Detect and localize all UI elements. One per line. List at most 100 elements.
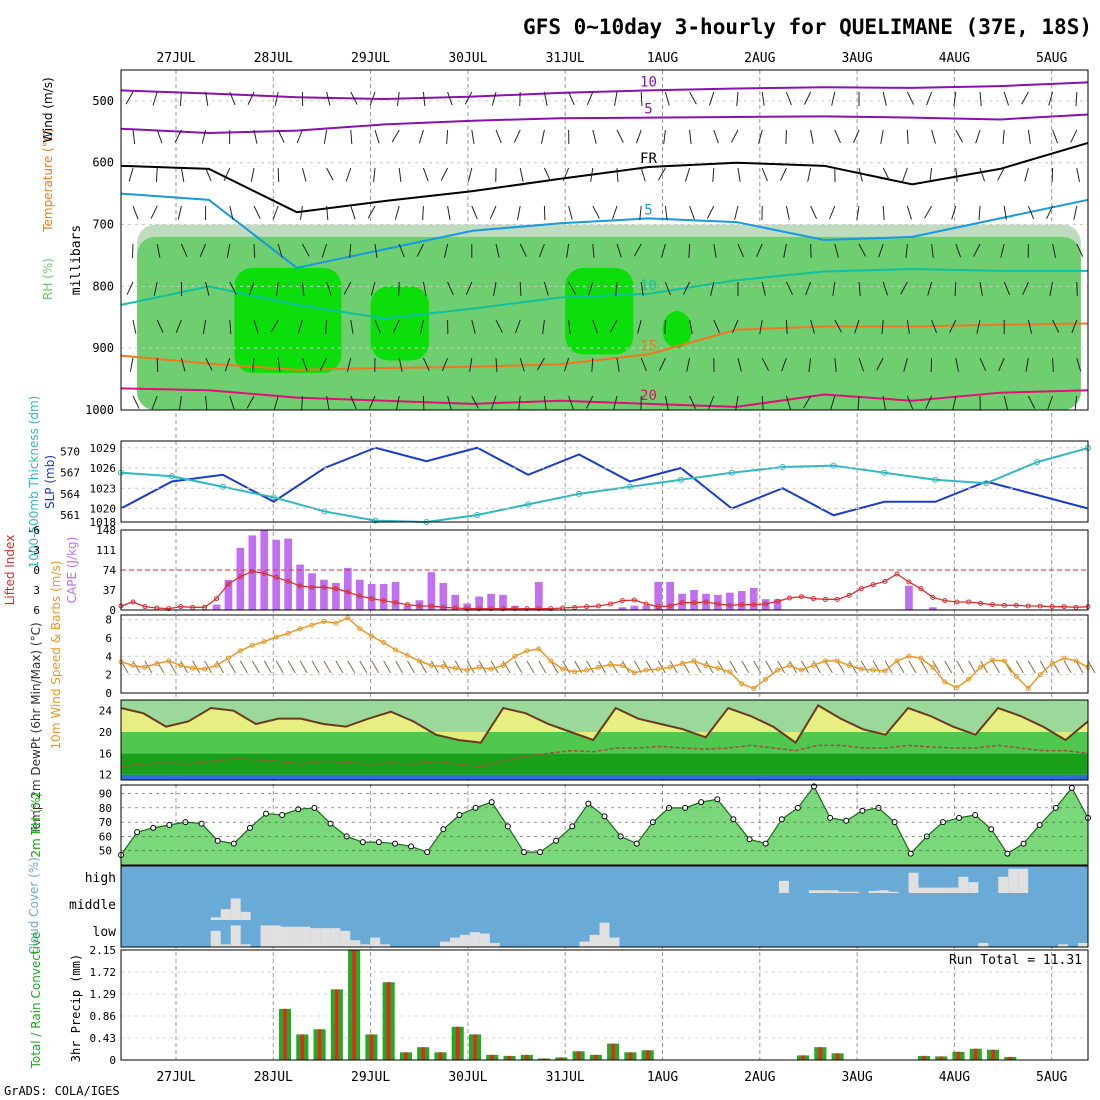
wind10-point [261, 639, 267, 645]
panel-frame-cloud [120, 865, 1089, 948]
wind-barb [471, 129, 475, 144]
cape-bar [749, 587, 758, 610]
wind-barb [710, 281, 715, 296]
wind-barb [518, 395, 521, 410]
cloud-bar-low [310, 928, 321, 947]
cape-bar [427, 572, 436, 610]
panel-frame-slp [120, 440, 1089, 523]
wind-barb [153, 281, 158, 296]
wind-barb [543, 281, 549, 296]
wind-barb [1027, 319, 1033, 334]
li-point [1037, 603, 1043, 609]
rh-region-bright [565, 267, 634, 355]
wind-barb [253, 319, 259, 334]
li-point [524, 606, 530, 612]
wind-barb [951, 205, 957, 220]
wind-barb [689, 395, 696, 409]
wind10-barb [359, 660, 368, 674]
precip-conv-bar [611, 1043, 615, 1060]
wind-barb [1027, 129, 1031, 144]
wind-barb [229, 281, 237, 295]
wind-barb [853, 129, 860, 144]
wind-barb [156, 129, 163, 144]
rh-point [553, 837, 560, 844]
cape-tick-label: 148 [96, 524, 116, 537]
cloud-bar-high [848, 891, 859, 893]
cloud-bar-low [360, 944, 371, 947]
wind-barb [882, 91, 887, 106]
temp-contour-FR-label: FR [640, 151, 657, 167]
wind10-axis-label: 10m Wind Speed & Barbs (m/s) [49, 561, 63, 750]
wind-barb [568, 319, 571, 334]
wind10-point [273, 634, 279, 640]
wind-barb [519, 281, 522, 297]
wind-barb [1075, 91, 1078, 107]
rh-point [1036, 822, 1043, 828]
wind-barb [1052, 243, 1056, 258]
wind-barb [270, 319, 279, 333]
wind-barb [543, 167, 551, 181]
wind10-point [309, 622, 315, 628]
wind10-barb [860, 660, 869, 674]
wind-barb [469, 357, 473, 372]
wind-barb [422, 281, 427, 296]
wind-barb [323, 129, 328, 144]
wind-barb [713, 243, 717, 258]
wind-barb [199, 243, 207, 258]
thickness-tick-label: 567 [60, 467, 80, 480]
wind-barb [568, 205, 573, 220]
cloud-bar-high [938, 887, 949, 893]
wind-barb [464, 91, 473, 105]
precip-conv-bar [421, 1047, 425, 1060]
li-point [930, 594, 936, 600]
li-point [870, 582, 876, 588]
precip-conv-bar [369, 1034, 374, 1060]
li-point [357, 593, 363, 599]
wind10-point [416, 658, 422, 664]
li-point [966, 599, 972, 605]
rh-point [827, 814, 834, 821]
x-tick-label-top: 29JUL [351, 51, 390, 66]
wind-barb [392, 319, 400, 333]
cloud-bar-high [888, 891, 899, 893]
wind-barb [640, 167, 646, 182]
li-point [345, 589, 351, 595]
wind-barb [998, 357, 1005, 372]
wind10-barb [956, 660, 965, 674]
cape-bar [928, 607, 937, 610]
wind10-barb [502, 660, 511, 674]
wind-barb [275, 281, 279, 296]
precip-conv-bar [939, 1056, 943, 1060]
rh-region-bright [662, 311, 692, 349]
wind-barb [246, 395, 255, 409]
wind-barb [326, 91, 331, 106]
wind-barb [761, 357, 770, 371]
wind-barb [201, 129, 207, 144]
wind-barb [132, 205, 139, 220]
thickness-point [168, 473, 175, 480]
wind-barb [635, 129, 642, 144]
cloud-bar-middle [240, 911, 251, 920]
li-point [464, 606, 470, 612]
wind-barb [205, 281, 210, 296]
wind10-barb [1027, 660, 1036, 674]
wind-barb [440, 167, 449, 181]
li-point [631, 597, 637, 603]
wind-barb [954, 281, 957, 297]
wind-barb [685, 167, 691, 182]
wind-barb [683, 281, 691, 295]
li-point [584, 604, 590, 610]
wind-barb [661, 243, 666, 258]
cloud-bar-low [350, 940, 361, 947]
precip-conv-bar [490, 1054, 494, 1060]
wind10-barb [371, 660, 380, 674]
wind-barb [978, 205, 981, 221]
wind10-point [405, 652, 411, 658]
li-point [846, 592, 852, 598]
li-tick-label: -3 [27, 544, 40, 557]
x-tick-label-bottom: 28JUL [254, 1070, 293, 1085]
wind10-point [631, 670, 637, 676]
wind-barb [538, 243, 545, 258]
thickness-tick-label: 564 [60, 488, 80, 501]
wind-barb [301, 167, 307, 182]
